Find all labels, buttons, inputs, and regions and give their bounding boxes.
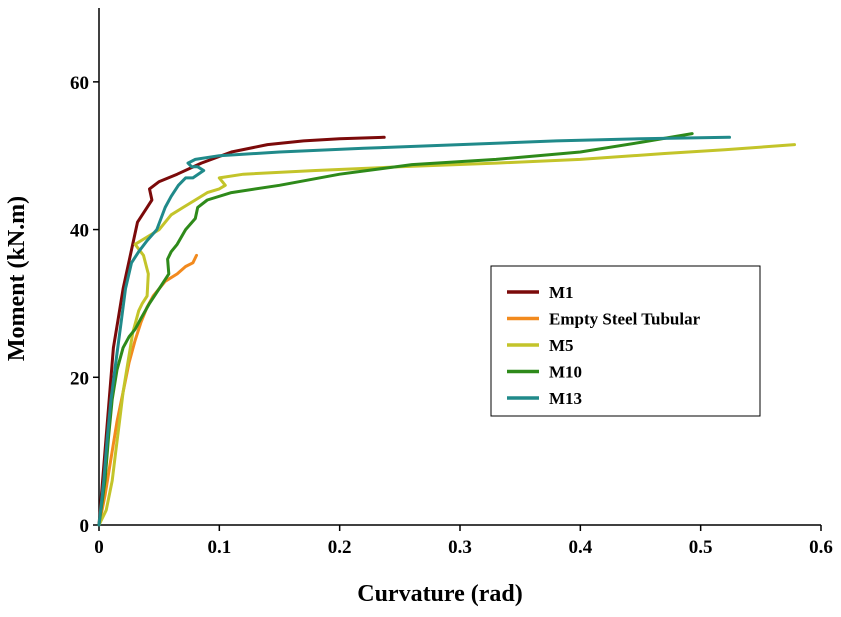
legend-label: M10 [549,363,582,382]
x-tick-label: 0 [94,537,104,558]
legend-box [490,265,761,417]
legend: M1 Empty Steel Tubular M5 M10 M13 [490,265,761,417]
series-line-m10 [97,132,694,527]
y-axis-title: Moment (kN.m) [4,196,30,361]
x-tick-label: 0.3 [448,537,472,558]
x-tick-label: 0.1 [207,537,231,558]
series-line-m1 [97,135,386,527]
legend-label: M1 [549,283,574,302]
y-tick-label: 20 [70,368,89,389]
y-tick-label: 60 [70,73,89,94]
x-axis-title: Curvature (rad) [357,581,523,607]
x-tick-label: 0.2 [328,537,352,558]
legend-label: M13 [549,389,582,408]
plot-area [97,132,796,527]
series-line-m13 [97,135,731,527]
x-tick-label: 0.6 [809,537,833,558]
legend-label: M5 [549,336,574,355]
legend-label: Empty Steel Tubular [549,310,701,329]
y-tick-label: 0 [80,516,90,537]
y-tick-label: 40 [70,221,89,242]
series-line-empty-steel-tubular [97,253,198,527]
axes: 0 0.1 0.2 0.3 0.4 0.5 0.6 0 20 40 60 [70,8,833,558]
x-tick-label: 0.4 [568,537,592,558]
x-tick-label: 0.5 [689,537,713,558]
